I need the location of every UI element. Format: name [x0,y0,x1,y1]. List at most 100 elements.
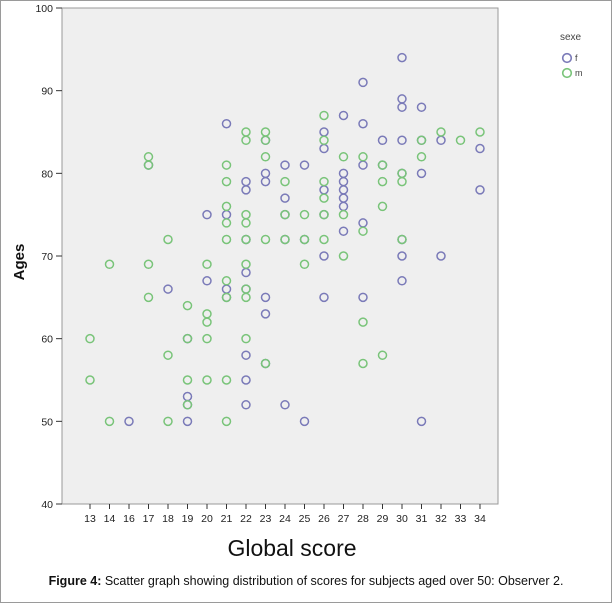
data-point-f [260,176,271,187]
data-point-f [241,400,251,410]
data-point-f [397,102,407,112]
data-point-f [397,276,407,286]
data-point-m [202,375,212,385]
data-point-m [319,135,329,146]
y-axis: 40 50 60 70 80 90 100 [35,3,62,511]
data-point-m [416,152,427,162]
data-point-m [221,416,232,427]
x-axis: 13 14 16 17 18 19 20 21 22 23 24 25 26 27 28 29 30 31 32 33… [84,504,486,525]
data-point-f [260,309,271,319]
data-point-f [202,209,212,220]
data-point-m [241,333,251,344]
data-point-m [143,259,154,270]
data-point-m [104,416,115,427]
x-tick-label: 26 [318,513,330,525]
data-point-f [436,251,446,261]
data-point-m [338,209,349,220]
x-tick-label: 24 [279,513,291,525]
data-point-m [280,176,290,187]
data-point-m [319,234,329,245]
y-tick-label: 70 [41,251,53,263]
data-point-m [221,276,232,286]
x-tick-label: 17 [143,513,155,525]
data-point-f [397,251,407,261]
y-tick-label: 60 [41,334,53,346]
data-point-m [182,375,193,385]
x-tick-label: 16 [123,513,135,525]
scatter-chart: 40 50 60 70 80 90 100 13 14 16 17 18 19 20 21 22 23 24 25… [11,3,583,561]
data-point-m [436,127,446,137]
data-point-m [182,300,193,311]
data-point-m [221,375,232,385]
data-point-f [416,168,427,179]
data-point-m [202,259,212,270]
data-point-f [319,292,329,303]
data-point-m [241,234,251,245]
x-axis-label: Global score [227,535,356,561]
data-point-f [358,292,368,303]
data-point-m [280,209,290,220]
data-point-m [260,234,271,245]
data-point-m [299,259,310,270]
caption-label: Figure 4: [48,574,102,588]
data-point-f [221,118,232,129]
data-point-m [143,160,154,170]
data-point-m [221,176,232,187]
data-point-m [221,218,232,228]
data-point-f [182,416,193,427]
x-tick-label: 28 [357,513,369,525]
data-point-m [358,358,368,369]
x-tick-label: 29 [377,513,389,525]
data-point-m [377,176,388,187]
data-point-f [260,292,271,303]
y-axis-label: Ages [11,244,28,281]
data-point-m [221,234,232,245]
x-tick-label: 30 [396,513,408,525]
figure-caption: Figure 4: Scatter graph showing distribu… [0,574,612,588]
data-point-f [397,52,407,63]
x-tick-label: 27 [338,513,350,525]
data-point-f [358,77,368,88]
data-point-m [241,218,251,228]
data-point-m [163,350,173,360]
data-point-m [280,234,290,245]
y-tick-label: 90 [41,86,53,98]
data-point-m [319,209,329,220]
data-point-f [280,160,290,170]
data-point-m [85,333,95,344]
x-tick-label: 31 [416,513,428,525]
data-point-f [358,118,368,129]
data-point-f [124,416,134,427]
data-point-f [338,110,349,121]
data-point-m [319,193,329,203]
data-point-m [299,234,310,245]
data-point-m [202,333,212,344]
data-point-m [260,152,271,162]
x-tick-label: 19 [182,513,194,525]
x-tick-label: 23 [260,513,272,525]
x-tick-label: 34 [474,513,486,525]
data-point-f [338,226,349,236]
data-point-f [299,416,310,427]
x-tick-label: 25 [299,513,311,525]
x-tick-label: 13 [84,513,96,525]
legend: sexe f m [560,32,583,79]
data-point-f [397,135,407,146]
data-point-m [182,333,193,344]
data-point-m [202,317,212,327]
data-point-m [163,416,173,427]
data-point-m [455,135,466,146]
data-point-m [241,259,251,270]
data-point-m [221,201,232,212]
x-tick-label: 22 [240,513,252,525]
legend-marker-f [561,52,573,64]
data-point-m [358,317,368,327]
data-point-m [241,135,251,146]
data-point-m [221,160,232,170]
x-tick-label: 14 [104,513,116,525]
x-tick-label: 33 [455,513,467,525]
data-point-m [377,201,388,212]
x-tick-label: 20 [201,513,213,525]
data-point-m [85,375,95,385]
data-point-f [280,400,290,410]
